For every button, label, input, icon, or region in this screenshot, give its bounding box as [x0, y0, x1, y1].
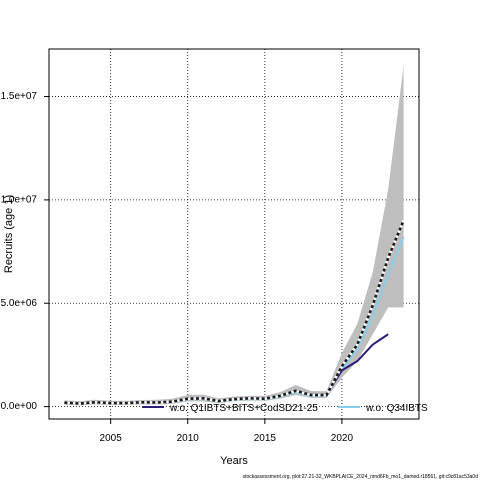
y-tick-label: 0.0e+00: [1, 401, 38, 412]
y-axis: 0.0e+00 5.0e+06 1.0e+07 1.5e+07: [1, 91, 49, 412]
legend-label-series-1: w.o. Q1IBTS+BITS+CodSD21-25: [169, 403, 318, 414]
y-tick-label: 5.0e+06: [1, 298, 38, 309]
series-line-estimate: [64, 220, 405, 405]
x-tick-label: 2020: [331, 433, 354, 444]
y-tick-label: 1.5e+07: [1, 91, 38, 102]
series-lines: [64, 220, 405, 405]
x-axis-label: Years: [220, 455, 248, 467]
footer-text: stockassessment.org, plot:27.21-32_WKBPL…: [242, 474, 478, 480]
x-tick-label: 2015: [254, 433, 277, 444]
x-tick-label: 2010: [177, 433, 200, 444]
grid: [49, 49, 419, 419]
plot-frame: [48, 48, 420, 420]
y-axis-label: Recruits (age 1): [3, 195, 15, 273]
legend: w.o. Q1IBTS+BITS+CodSD21-25 w.o. Q34IBTS: [142, 403, 428, 414]
legend-label-series-2: w.o. Q34IBTS: [365, 403, 428, 414]
x-tick-label: 2005: [100, 433, 123, 444]
series-line-2: [64, 236, 405, 405]
x-axis: 2005 2010 2015 2020: [100, 419, 354, 444]
y-tick-label: 1.0e+07: [1, 195, 38, 206]
series-line-estimate-halo: [64, 220, 405, 405]
